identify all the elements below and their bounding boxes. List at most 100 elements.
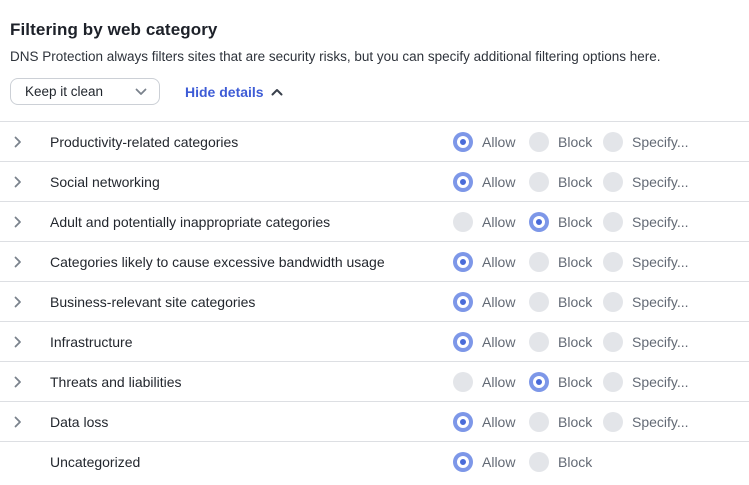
block-radio-option[interactable]: Block (529, 131, 603, 152)
preset-dropdown[interactable]: Keep it clean (10, 78, 160, 105)
expand-chevron-cell[interactable] (0, 336, 50, 348)
radio-unselected-icon[interactable] (529, 171, 549, 192)
radio-options: Allow Block Specify... (453, 371, 749, 392)
radio-unselected-icon[interactable] (453, 211, 473, 232)
block-radio-label: Block (558, 253, 593, 270)
allow-radio-label: Allow (482, 253, 516, 270)
specify-radio-option[interactable]: Specify... (603, 331, 749, 352)
allow-radio-option[interactable]: Allow (453, 171, 529, 192)
radio-selected-icon[interactable] (453, 411, 473, 432)
block-radio-label: Block (558, 293, 593, 310)
block-radio-label: Block (558, 413, 593, 430)
expand-chevron-cell[interactable] (0, 176, 50, 188)
radio-unselected-icon[interactable] (529, 331, 549, 352)
radio-options: Allow Block Specify... (453, 131, 749, 152)
category-label: Infrastructure (50, 333, 133, 350)
radio-selected-icon[interactable] (529, 211, 549, 232)
allow-radio-label: Allow (482, 373, 516, 390)
chevron-right-icon (14, 336, 22, 348)
block-radio-label: Block (558, 133, 593, 150)
radio-unselected-icon[interactable] (603, 291, 623, 312)
allow-radio-option[interactable]: Allow (453, 331, 529, 352)
block-radio-option[interactable]: Block (529, 371, 603, 392)
block-radio-option[interactable]: Block (529, 171, 603, 192)
allow-radio-label: Allow (482, 453, 516, 470)
category-label: Business-relevant site categories (50, 293, 256, 310)
radio-unselected-icon[interactable] (603, 131, 623, 152)
allow-radio-option[interactable]: Allow (453, 451, 529, 472)
block-radio-option[interactable]: Block (529, 211, 603, 232)
block-radio-option[interactable]: Block (529, 411, 603, 432)
category-label: Uncategorized (50, 453, 141, 470)
radio-selected-icon[interactable] (453, 251, 473, 272)
radio-unselected-icon[interactable] (603, 251, 623, 272)
allow-radio-option[interactable]: Allow (453, 211, 529, 232)
category-list: Productivity-related categories Allow Blo… (0, 121, 749, 481)
block-radio-option[interactable]: Block (529, 331, 603, 352)
radio-unselected-icon[interactable] (453, 371, 473, 392)
hide-details-toggle[interactable]: Hide details (185, 84, 283, 100)
specify-radio-label: Specify... (632, 333, 689, 350)
block-radio-label: Block (558, 213, 593, 230)
expand-chevron-cell[interactable] (0, 216, 50, 228)
radio-unselected-icon[interactable] (603, 411, 623, 432)
block-radio-label: Block (558, 453, 593, 470)
expand-chevron-cell[interactable] (0, 376, 50, 388)
radio-unselected-icon[interactable] (529, 131, 549, 152)
expand-chevron-cell[interactable] (0, 416, 50, 428)
category-label: Adult and potentially inappropriate cate… (50, 213, 331, 230)
allow-radio-option[interactable]: Allow (453, 131, 529, 152)
specify-radio-option[interactable]: Specify... (603, 211, 749, 232)
specify-radio-option[interactable]: Specify... (603, 411, 749, 432)
radio-selected-icon[interactable] (529, 371, 549, 392)
allow-radio-option[interactable]: Allow (453, 371, 529, 392)
allow-radio-label: Allow (482, 413, 516, 430)
chevron-up-icon (271, 88, 283, 96)
expand-chevron-cell[interactable] (0, 256, 50, 268)
specify-radio-option[interactable]: Specify... (603, 371, 749, 392)
page-title: Filtering by web category (10, 20, 218, 39)
radio-unselected-icon[interactable] (603, 371, 623, 392)
specify-radio-option[interactable]: Specify... (603, 131, 749, 152)
allow-radio-label: Allow (482, 213, 516, 230)
radio-unselected-icon[interactable] (529, 291, 549, 312)
radio-selected-icon[interactable] (453, 331, 473, 352)
block-radio-option[interactable]: Block (529, 291, 603, 312)
category-label: Threats and liabilities (50, 373, 182, 390)
radio-unselected-icon[interactable] (603, 171, 623, 192)
specify-radio-option[interactable]: Specify... (603, 291, 749, 312)
expand-chevron-cell[interactable] (0, 296, 50, 308)
radio-unselected-icon[interactable] (529, 451, 549, 472)
block-radio-option[interactable]: Block (529, 451, 603, 472)
radio-selected-icon[interactable] (453, 131, 473, 152)
chevron-right-icon (14, 376, 22, 388)
radio-selected-icon[interactable] (453, 171, 473, 192)
category-row: Adult and potentially inappropriate cate… (0, 201, 749, 241)
radio-unselected-icon[interactable] (603, 331, 623, 352)
expand-chevron-cell[interactable] (0, 136, 50, 148)
allow-radio-option[interactable]: Allow (453, 291, 529, 312)
radio-selected-icon[interactable] (453, 291, 473, 312)
radio-unselected-icon[interactable] (529, 251, 549, 272)
specify-radio-option[interactable]: Specify... (603, 251, 749, 272)
block-radio-option[interactable]: Block (529, 251, 603, 272)
chevron-right-icon (14, 256, 22, 268)
radio-options: Allow Block Specify... (453, 291, 749, 312)
category-row: Social networking Allow Block Specify... (0, 161, 749, 201)
allow-radio-option[interactable]: Allow (453, 411, 529, 432)
chevron-right-icon (14, 416, 22, 428)
radio-selected-icon[interactable] (453, 451, 473, 472)
radio-unselected-icon[interactable] (603, 211, 623, 232)
hide-details-label: Hide details (185, 83, 264, 100)
specify-radio-label: Specify... (632, 133, 689, 150)
allow-radio-option[interactable]: Allow (453, 251, 529, 272)
specify-radio-label: Specify... (632, 253, 689, 270)
allow-radio-label: Allow (482, 333, 516, 350)
radio-options: Allow Block Specify... (453, 211, 749, 232)
radio-unselected-icon[interactable] (529, 411, 549, 432)
radio-options: Allow Block Specify... (453, 331, 749, 352)
specify-radio-option[interactable]: Specify... (603, 171, 749, 192)
radio-options: Allow Block (453, 451, 749, 472)
chevron-right-icon (14, 176, 22, 188)
preset-dropdown-value: Keep it clean (25, 84, 104, 99)
